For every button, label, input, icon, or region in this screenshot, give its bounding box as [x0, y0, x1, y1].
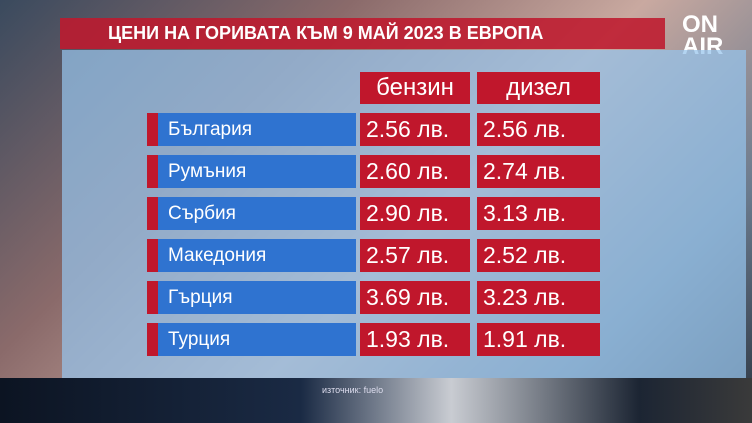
header-petrol: бензин	[360, 72, 470, 104]
petrol-price-cell: 3.69 лв.	[360, 281, 470, 314]
country-cell: Гърция	[158, 281, 356, 314]
row-stripe	[147, 197, 158, 230]
logo-line1: ON	[682, 11, 718, 38]
row-stripe	[147, 155, 158, 188]
header-diesel: дизел	[477, 72, 600, 104]
diesel-price-cell: 3.23 лв.	[477, 281, 600, 314]
country-cell: Македония	[158, 239, 356, 272]
source-note: източник: fuelo	[322, 385, 384, 395]
country-cell: Турция	[158, 323, 356, 356]
country-cell: България	[158, 113, 356, 146]
diesel-price-cell: 3.13 лв.	[477, 197, 600, 230]
graphic-title: ЦЕНИ НА ГОРИВАТА КЪМ 9 МАЙ 2023 В ЕВРОПА	[60, 18, 665, 49]
country-cell: Сърбия	[158, 197, 356, 230]
diesel-price-cell: 2.56 лв.	[477, 113, 600, 146]
country-cell: Румъния	[158, 155, 356, 188]
petrol-price-cell: 2.56 лв.	[360, 113, 470, 146]
diesel-price-cell: 2.52 лв.	[477, 239, 600, 272]
row-stripe	[147, 323, 158, 356]
background-bottom	[0, 378, 752, 423]
row-stripe	[147, 239, 158, 272]
petrol-price-cell: 2.57 лв.	[360, 239, 470, 272]
diesel-price-cell: 1.91 лв.	[477, 323, 600, 356]
row-stripe	[147, 113, 158, 146]
diesel-price-cell: 2.74 лв.	[477, 155, 600, 188]
row-stripe	[147, 281, 158, 314]
petrol-price-cell: 2.60 лв.	[360, 155, 470, 188]
petrol-price-cell: 1.93 лв.	[360, 323, 470, 356]
petrol-price-cell: 2.90 лв.	[360, 197, 470, 230]
